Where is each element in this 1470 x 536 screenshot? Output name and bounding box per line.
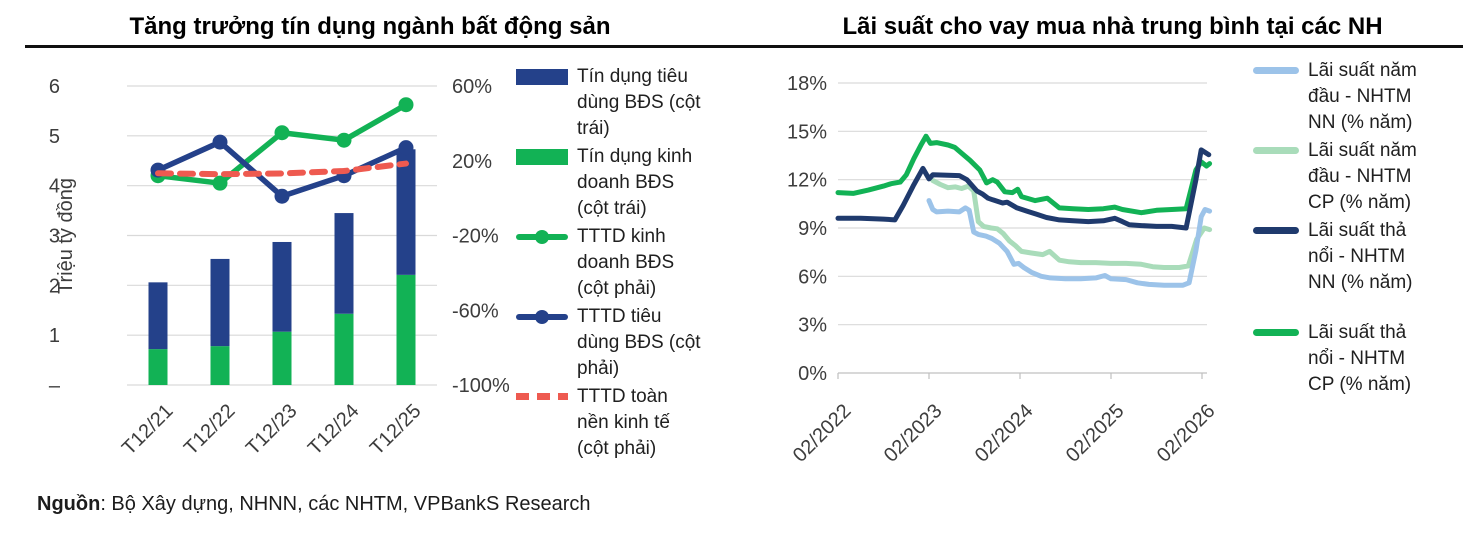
svg-text:0%: 0%	[798, 363, 827, 385]
svg-text:6%: 6%	[798, 266, 827, 288]
svg-text:6: 6	[49, 76, 60, 98]
svg-text:T12/22: T12/22	[180, 400, 240, 460]
rates-gridlines	[838, 82, 1207, 374]
svg-text:-60%: -60%	[452, 300, 499, 322]
legend-label: Lãi suất năm đầu - NHTM NN (% năm)	[1308, 60, 1417, 133]
source-text: : Bộ Xây dựng, NHNN, các NHTM, VPBankS R…	[100, 493, 591, 515]
navy-line-marker-swatch	[516, 304, 568, 330]
rates-y-axis-ticks: 18% 15% 12% 9% 6% 3% 0%	[787, 73, 827, 385]
rates-series	[926, 198, 1213, 288]
svg-text:60%: 60%	[452, 76, 492, 98]
svg-text:18%: 18%	[787, 73, 827, 95]
credit-chart-legend: Tín dụng tiêu dùng BĐS (cột trái) Tín dụ…	[514, 64, 703, 464]
legend-label: Tín dụng kinh doanh BĐS (cột trái)	[577, 146, 693, 219]
legend-label: Lãi suất thả nổi - NHTM CP (% năm)	[1308, 322, 1412, 395]
lightgreen-line-swatch	[1253, 147, 1299, 154]
legend-item: Lãi suất thả nổi - NHTM CP (% năm)	[1251, 320, 1420, 398]
credit-chart-title: Tăng trưởng tín dụng ngành bất động sản	[129, 13, 611, 40]
red-dashed-swatch	[516, 393, 568, 400]
svg-text:Triệu tỷ đồng: Triệu tỷ đồng	[55, 178, 77, 294]
legend-item: Tín dụng tiêu dùng BĐS (cột trái)	[514, 64, 703, 142]
svg-text:T12/24: T12/24	[304, 400, 364, 460]
svg-text:3%: 3%	[798, 315, 827, 337]
rates-x-axis-ticks	[837, 373, 1203, 379]
green-line-swatch	[1253, 329, 1299, 336]
rates-series	[930, 178, 1213, 270]
rates-chart-title: Lãi suất cho vay mua nhà trung bình tại …	[842, 13, 1383, 40]
legend-label: Lãi suất năm đầu - NHTM CP (% năm)	[1308, 140, 1417, 213]
credit-y-axis-title: Triệu tỷ đồng	[55, 178, 77, 294]
rates-series	[835, 133, 1213, 216]
legend-item: Lãi suất thả nổi - NHTM NN (% năm)	[1251, 218, 1420, 296]
legend-label: TTTD toàn nền kinh tế (cột phải)	[577, 386, 670, 459]
green-line-marker-swatch	[516, 224, 568, 250]
svg-text:T12/25: T12/25	[366, 400, 426, 460]
legend-label: Lãi suất thả nổi - NHTM NN (% năm)	[1308, 220, 1413, 293]
legend-item: TTTD kinh doanh BĐS (cột phải)	[514, 224, 703, 302]
svg-text:02/2025: 02/2025	[1062, 400, 1129, 467]
credit-stacked-bars	[148, 149, 416, 385]
green-bar-swatch	[516, 149, 568, 165]
svg-text:-100%: -100%	[452, 375, 510, 397]
svg-text:02/2022: 02/2022	[789, 400, 856, 467]
credit-right-axis-ticks: 60% 20% -20% -60% -100%	[452, 76, 510, 397]
svg-text:5: 5	[49, 126, 60, 148]
svg-text:4: 4	[49, 176, 60, 198]
navy-bar-swatch	[516, 69, 568, 85]
svg-text:02/2024: 02/2024	[971, 400, 1038, 467]
source-note: Nguồn: Bộ Xây dựng, NHNN, các NHTM, VPBa…	[37, 493, 591, 516]
svg-text:02/2023: 02/2023	[880, 400, 947, 467]
legend-item: Tín dụng kinh doanh BĐS (cột trái)	[514, 144, 703, 222]
legend-label: Tín dụng tiêu dùng BĐS (cột trái)	[577, 66, 701, 139]
svg-text:-20%: -20%	[452, 226, 499, 248]
svg-text:2: 2	[49, 275, 60, 297]
credit-left-axis-ticks: 6 5 4 3 2 1 –	[49, 76, 61, 397]
lightblue-line-swatch	[1253, 67, 1299, 74]
credit-x-axis-labels: T12/21 T12/22 T12/23 T12/24 T12/25	[118, 400, 426, 460]
credit-line-series	[150, 134, 414, 204]
svg-text:20%: 20%	[452, 151, 492, 173]
legend-item: Lãi suất năm đầu - NHTM NN (% năm)	[1251, 58, 1420, 136]
legend-item: TTTD tiêu dùng BĐS (cột phải)	[514, 304, 703, 382]
legend-label: TTTD kinh doanh BĐS (cột phải)	[577, 226, 675, 299]
navy-line-swatch	[1253, 227, 1299, 234]
title-underline	[25, 45, 1463, 48]
svg-text:12%: 12%	[787, 170, 827, 192]
svg-text:9%: 9%	[798, 218, 827, 240]
svg-text:–: –	[49, 375, 61, 397]
rates-x-axis-labels: 02/2022 02/2023 02/2024 02/2025 02/2026	[789, 400, 1220, 467]
legend-item: TTTD toàn nền kinh tế (cột phải)	[514, 384, 703, 462]
credit-growth-chart: 6 5 4 3 2 1 – 60% 20% -20% -60% -100% Triệu tỷ đồng T…	[49, 76, 510, 460]
svg-text:3: 3	[49, 226, 60, 248]
legend-item: Lãi suất năm đầu - NHTM CP (% năm)	[1251, 138, 1420, 216]
source-label: Nguồn	[37, 493, 101, 515]
svg-text:02/2026: 02/2026	[1153, 400, 1220, 467]
svg-text:15%: 15%	[787, 121, 827, 143]
svg-text:T12/23: T12/23	[242, 400, 302, 460]
rates-chart-legend: Lãi suất năm đầu - NHTM NN (% năm) Lãi s…	[1251, 58, 1420, 400]
legend-label: TTTD tiêu dùng BĐS (cột phải)	[577, 306, 701, 379]
interest-rate-chart: 18%15%12%9%6%3%0%02/2022 02/2023 02/2024 02…	[787, 73, 1220, 467]
rates-series	[835, 147, 1212, 231]
svg-text:T12/21: T12/21	[118, 400, 178, 460]
svg-text:1: 1	[49, 325, 60, 347]
credit-line-dashed	[155, 160, 409, 178]
